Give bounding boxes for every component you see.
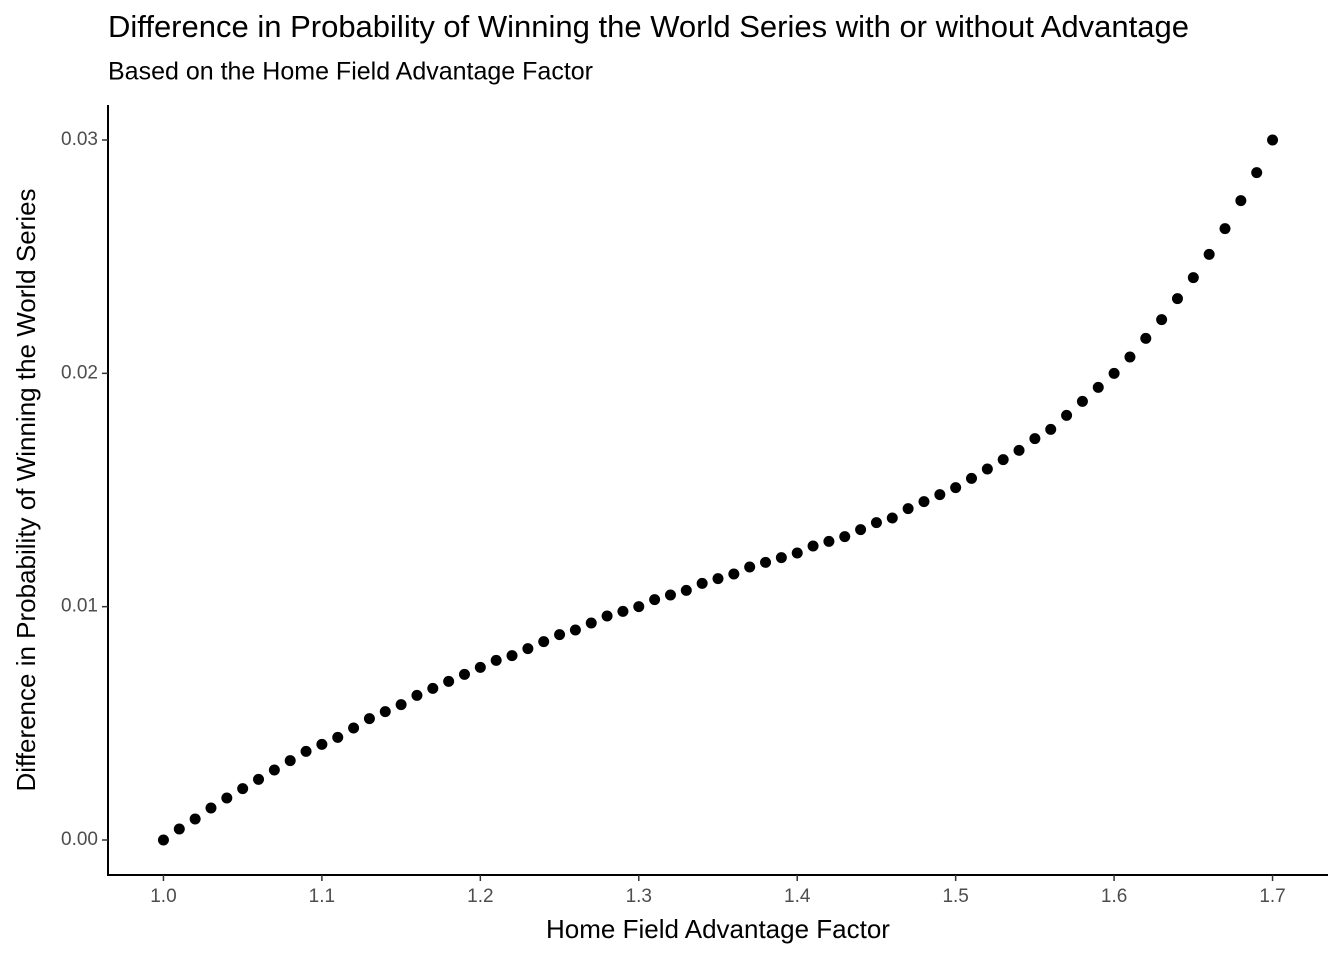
point [902, 503, 914, 515]
point [918, 496, 930, 508]
point [649, 594, 661, 606]
point [1045, 423, 1057, 435]
y-tick-label: 0.01 [61, 596, 98, 617]
point [205, 802, 217, 814]
point [1013, 444, 1025, 456]
point [538, 636, 550, 648]
point [348, 722, 360, 734]
point [791, 547, 803, 559]
point [696, 577, 708, 589]
point [680, 584, 692, 596]
point [1251, 167, 1263, 179]
point [1108, 367, 1120, 379]
y-tick-label: 0.00 [61, 829, 98, 850]
point [585, 617, 597, 629]
point [157, 834, 169, 846]
y-tick-label: 0.03 [61, 129, 98, 150]
point [981, 463, 993, 475]
point [253, 773, 265, 785]
point [300, 745, 312, 757]
point [1219, 223, 1231, 235]
point [1076, 395, 1088, 407]
point [760, 556, 772, 568]
point [268, 764, 280, 776]
point [395, 699, 407, 711]
y-axis-title: Difference in Probability of Winning the… [11, 188, 41, 791]
point [316, 738, 328, 750]
point [775, 552, 787, 564]
point [934, 489, 946, 501]
point [490, 654, 502, 666]
point [569, 624, 581, 636]
point [617, 605, 629, 617]
x-tick-label: 1.7 [1259, 886, 1285, 907]
point [997, 454, 1009, 466]
y-tick-label: 0.02 [61, 362, 98, 383]
point [1140, 332, 1152, 344]
point [173, 823, 185, 835]
x-tick-label: 1.4 [784, 886, 811, 907]
point [506, 650, 518, 662]
point [1061, 409, 1073, 421]
point [443, 675, 455, 687]
x-tick-label: 1.2 [467, 886, 493, 907]
point [332, 731, 344, 743]
x-tick-label: 1.1 [309, 886, 335, 907]
point [966, 472, 978, 484]
point [1171, 293, 1183, 305]
point [427, 682, 439, 694]
point [411, 689, 423, 701]
x-tick-label: 1.0 [150, 886, 176, 907]
point [1092, 381, 1104, 393]
point [950, 482, 962, 494]
chart-title: Difference in Probability of Winning the… [108, 9, 1189, 44]
x-tick-label: 1.6 [1101, 886, 1127, 907]
point [1124, 351, 1136, 363]
point [221, 792, 233, 804]
point [664, 589, 676, 601]
point [1203, 248, 1215, 260]
point [1156, 314, 1168, 326]
point [1267, 134, 1279, 146]
point [363, 713, 375, 725]
point [1029, 433, 1041, 445]
point [886, 512, 898, 524]
point [458, 668, 470, 680]
point [807, 540, 819, 552]
point [237, 783, 249, 795]
chart-subtitle: Based on the Home Field Advantage Factor [108, 58, 593, 86]
point [1235, 195, 1247, 207]
point [712, 573, 724, 585]
point [554, 629, 566, 641]
point [839, 531, 851, 543]
x-axis-title: Home Field Advantage Factor [546, 914, 890, 944]
x-tick-label: 1.5 [942, 886, 968, 907]
point [1187, 272, 1199, 284]
point [855, 524, 867, 536]
point [823, 535, 835, 547]
point [601, 610, 613, 622]
point [633, 601, 645, 613]
x-tick-label: 1.3 [626, 886, 652, 907]
point [189, 813, 201, 825]
point [744, 561, 756, 573]
point [379, 706, 391, 718]
point [870, 517, 882, 529]
point [284, 755, 296, 767]
point [522, 643, 534, 655]
point [728, 568, 740, 580]
point [474, 661, 486, 673]
